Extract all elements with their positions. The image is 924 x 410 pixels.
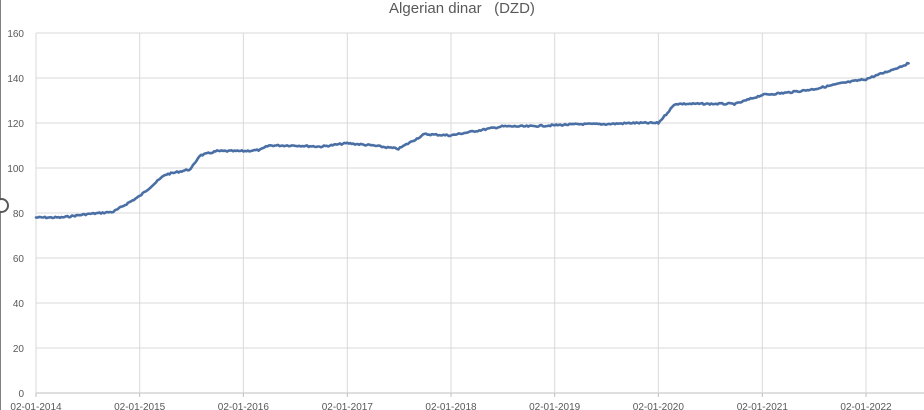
x-tick-label: 02-01-2022 bbox=[840, 402, 892, 410]
y-tick-label: 120 bbox=[7, 119, 24, 130]
series-points-layer bbox=[35, 63, 909, 218]
x-tick-label: 02-01-2016 bbox=[218, 402, 270, 410]
x-tick-label: 02-01-2020 bbox=[633, 402, 685, 410]
circle-resize-handle-icon[interactable] bbox=[0, 198, 9, 213]
y-axis-tick-labels: 0 20 40 60 80 100 120 140 160 bbox=[7, 29, 24, 400]
y-tick-label: 40 bbox=[13, 299, 25, 310]
gridlines bbox=[35, 32, 924, 397]
series-line-layer bbox=[34, 61, 910, 220]
x-tick-label: 02-01-2019 bbox=[529, 402, 581, 410]
x-tick-label: 02-01-2017 bbox=[322, 402, 374, 410]
chart-title: Algerian dinar (DZD) bbox=[389, 0, 535, 17]
y-tick-label: 20 bbox=[13, 344, 25, 355]
y-tick-label: 0 bbox=[18, 389, 24, 400]
y-tick-label: 80 bbox=[13, 209, 25, 220]
series-line bbox=[34, 61, 910, 220]
x-tick-label: 02-01-2014 bbox=[10, 402, 62, 410]
y-tick-label: 100 bbox=[7, 164, 24, 175]
x-tick-label: 02-01-2021 bbox=[737, 402, 789, 410]
x-axis-tick-labels: 02-01-2014 02-01-2015 02-01-2016 02-01-2017… bbox=[10, 402, 892, 410]
y-tick-label: 60 bbox=[13, 254, 25, 265]
x-tick-label: 02-01-2018 bbox=[425, 402, 477, 410]
y-tick-label: 160 bbox=[7, 29, 24, 40]
y-tick-label: 140 bbox=[7, 74, 24, 85]
x-tick-label: 02-01-2015 bbox=[114, 402, 166, 410]
